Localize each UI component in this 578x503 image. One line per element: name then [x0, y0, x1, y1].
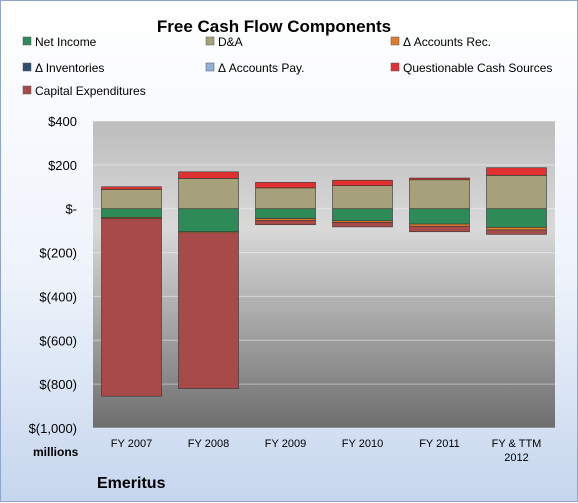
bar-segment: [332, 185, 393, 210]
bar-segment: [255, 182, 316, 189]
legend-swatch: [22, 36, 32, 46]
bar-segment: [101, 218, 162, 397]
x-tick-label: FY 2009: [265, 438, 306, 450]
legend-swatch: [22, 85, 32, 95]
y-tick-label: $(800): [39, 377, 77, 392]
bars: [101, 167, 547, 397]
bar-segment: [332, 208, 393, 222]
gridlines: [93, 120, 555, 429]
y-tick-label: $-: [65, 202, 77, 217]
bar-segment: [178, 232, 239, 389]
bar-segment: [409, 179, 470, 210]
footer-brand: Emeritus: [97, 475, 166, 492]
legend-swatch: [22, 62, 32, 72]
y-tick-label: $400: [48, 114, 77, 129]
legend-swatch: [390, 62, 400, 72]
bar-segment: [409, 208, 470, 225]
bar-segment: [101, 208, 162, 218]
x-tick-label: FY 2008: [188, 438, 229, 450]
legend-label: Δ Accounts Rec.: [403, 35, 491, 49]
bar-segment: [178, 208, 239, 233]
bar-segment: [486, 229, 547, 235]
bar-segment: [332, 222, 393, 228]
legend-label: Δ Inventories: [35, 61, 104, 75]
bar-segment: [101, 189, 162, 210]
legend-label: Questionable Cash Sources: [403, 61, 552, 75]
x-axis: FY 2007 FY 2008 FY 2009 FY 2010 FY 2011 FY & …: [111, 438, 542, 464]
y-tick-label: $(400): [39, 289, 77, 304]
legend-swatch: [390, 36, 400, 46]
bar-segment: [255, 208, 316, 219]
bar-segment: [486, 208, 547, 228]
x-tick-label: FY 2011: [419, 438, 460, 450]
bar-segment: [101, 186, 162, 190]
x-tick-label: FY 2007: [111, 438, 152, 450]
y-tick-label: $(600): [39, 333, 77, 348]
x-tick-label: FY 2010: [342, 438, 383, 450]
legend-swatch: [205, 62, 215, 72]
x-tick-label: FY & TTM 2012: [492, 438, 542, 464]
y-axis: $400 $200 $- $(200) $(400) $(600) $(800) $(1,00…: [29, 114, 77, 436]
y-tick-label: $200: [48, 158, 77, 173]
bar-segment: [486, 227, 547, 231]
bar-segment: [409, 225, 470, 233]
bar-segment: [486, 175, 547, 210]
bar-segment: [255, 187, 316, 210]
y-tick-label: $(200): [39, 246, 77, 261]
legend-swatch: [205, 36, 215, 46]
bar-segment: [178, 171, 239, 179]
legend-label: Net Income: [35, 35, 97, 49]
bar-segment: [332, 179, 393, 186]
bar-segment: [255, 220, 316, 226]
y-tick-label: $(1,000): [29, 421, 77, 436]
bar-segment: [178, 178, 239, 210]
chart-title: Free Cash Flow Components: [157, 17, 391, 36]
legend-label: D&A: [218, 35, 243, 49]
plot-area: [93, 121, 555, 428]
legend: Net Income D&A Δ Accounts Rec. Δ Inventorie…: [22, 35, 552, 98]
bar-segment: [486, 167, 547, 176]
legend-label: Capital Expenditures: [35, 84, 146, 98]
bar-segment: [409, 223, 470, 227]
y-axis-label: millions: [33, 445, 79, 459]
bar-segment: [409, 177, 470, 181]
legend-label: Δ Accounts Pay.: [218, 61, 305, 75]
